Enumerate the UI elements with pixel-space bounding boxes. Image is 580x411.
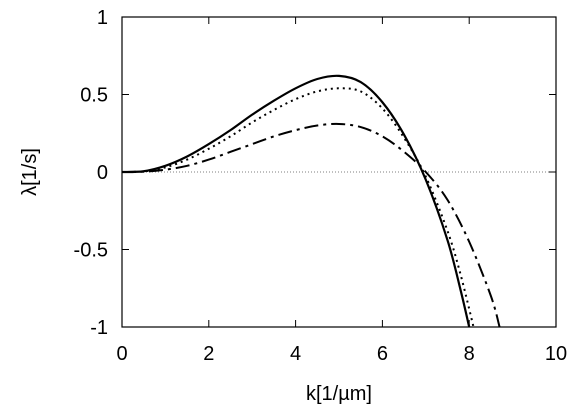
- x-tick-label: 4: [290, 343, 301, 365]
- series-layer: [121, 74, 501, 328]
- y-axis-label: λ[1/s]: [19, 148, 41, 196]
- series-line-dash-dot: [121, 122, 501, 328]
- plot-frame: [121, 16, 557, 328]
- series-line-solid: [121, 74, 471, 328]
- y-tick-label: 0: [97, 162, 108, 184]
- x-tick-label: 0: [116, 343, 127, 365]
- y-tick-label: 0.5: [80, 85, 108, 107]
- y-tick-label: 1: [97, 7, 108, 29]
- x-tick-label: 6: [377, 343, 388, 365]
- x-axis-label: k[1/µm]: [306, 383, 372, 405]
- x-tick-label: 8: [464, 343, 475, 365]
- tick-layer: 0 2 4 6 8 10 -1 -0.5 0 0.5 1: [74, 7, 568, 365]
- y-tick-label: -1: [90, 317, 108, 339]
- y-tick-label: -0.5: [74, 240, 108, 262]
- x-tick-label: 10: [545, 343, 567, 365]
- series-line-dotted: [121, 87, 475, 328]
- x-tick-label: 2: [203, 343, 214, 365]
